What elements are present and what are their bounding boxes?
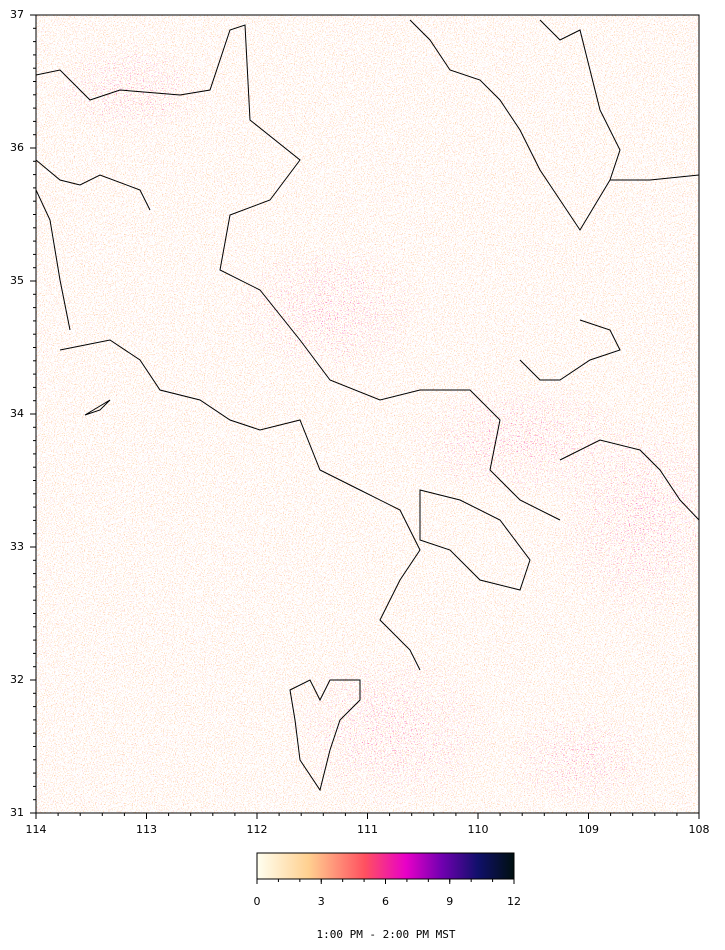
y-tick-label: 37	[10, 8, 24, 21]
x-tick-label: 114	[26, 823, 47, 836]
y-tick-label: 31	[10, 806, 24, 819]
y-tick-label: 35	[10, 274, 24, 287]
y-tick-label: 34	[10, 407, 24, 420]
y-tick-label: 33	[10, 540, 24, 553]
density-field	[36, 15, 699, 813]
x-tick-label: 111	[357, 823, 378, 836]
contour-lines	[36, 19, 699, 792]
colorbar-tick-label: 3	[318, 895, 325, 908]
colorbar-tick-label: 9	[446, 895, 453, 908]
x-tick-label: 109	[578, 823, 599, 836]
colorbar-tick-label: 0	[254, 895, 261, 908]
colorbar-tick-label: 6	[382, 895, 389, 908]
colorbar-tick-label: 12	[507, 895, 521, 908]
caption: 1:00 PM - 2:00 PM MST	[316, 928, 455, 941]
x-tick-label: 108	[689, 823, 710, 836]
x-tick-label: 113	[136, 823, 157, 836]
y-tick-label: 36	[10, 141, 24, 154]
x-tick-label: 110	[468, 823, 489, 836]
x-tick-label: 112	[247, 823, 268, 836]
colorbar	[256, 852, 515, 880]
y-tick-label: 32	[10, 673, 24, 686]
